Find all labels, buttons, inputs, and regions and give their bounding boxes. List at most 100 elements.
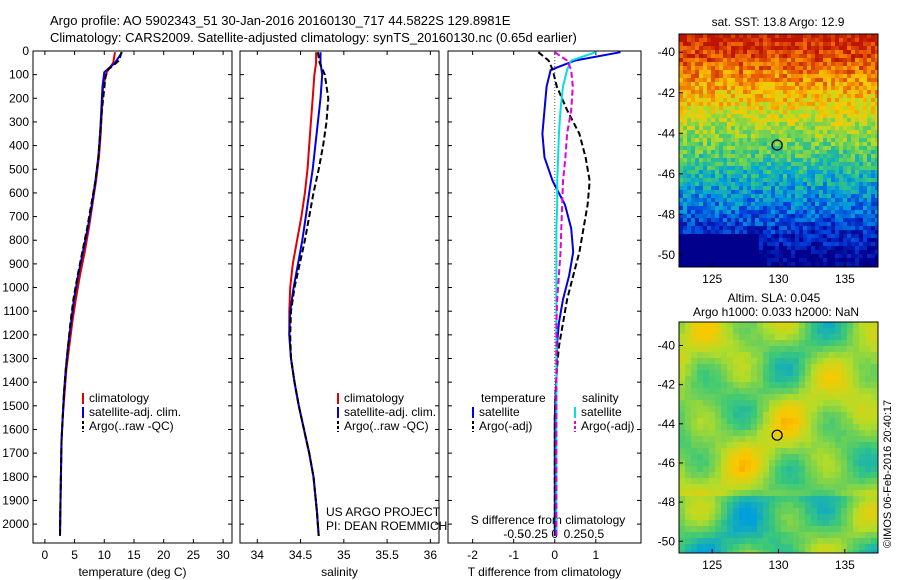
salinity-legend-title: salinity xyxy=(582,391,619,405)
salinity-axes-frame xyxy=(239,50,440,544)
sst_map-ytick-label: -44 xyxy=(658,126,676,140)
sst_map-argo-marker xyxy=(771,139,783,151)
difference-xtick-label: -2 xyxy=(467,548,478,562)
project-annotation: US ARGO PROJECT xyxy=(326,505,441,519)
depth-tick-label: 100 xyxy=(9,68,29,82)
depth-tick-label: 700 xyxy=(9,210,29,224)
depth-tick-label: 1300 xyxy=(2,352,29,366)
sst_map: 125 130 135 -40 -42 -44 -46 -48 -50 sat. SST: 13.… xyxy=(658,15,879,286)
temperature-legend-label: Argo(..raw -QC) xyxy=(89,419,174,433)
sla_map-xtick-label: 130 xyxy=(768,558,788,572)
sst_map-ytick-label: -42 xyxy=(658,86,676,100)
salinity-legend-label: climatology xyxy=(344,391,404,405)
temperature-axes-frame xyxy=(32,50,233,544)
depth-tick-label: 1900 xyxy=(2,493,29,507)
diff-temperature-legend-label: Argo(-adj) xyxy=(479,419,532,433)
imos-credit: ©IMOS 06-Feb-2016 20:40:17 xyxy=(882,400,894,548)
sla_map-ytick-label: -40 xyxy=(658,338,676,352)
pi-annotation: PI: DEAN ROEMMICH xyxy=(326,519,447,533)
depth-tick-label: 600 xyxy=(9,186,29,200)
diff-series-sargoadj xyxy=(554,51,574,536)
temperature-series-argorawqc xyxy=(59,51,123,536)
salinity-diff-xlabel: S difference from climatology xyxy=(471,513,626,527)
salinity-xtick-label: 36 xyxy=(424,548,438,562)
temperature-legend-label: satellite-adj. clim. xyxy=(89,405,181,419)
depth-tick-label: 0 xyxy=(22,44,29,58)
sst_map-xtick-label: 135 xyxy=(835,272,855,286)
depth-tick-label: 1700 xyxy=(2,446,29,460)
temperature-xtick-label: 25 xyxy=(187,548,201,562)
salinity-legend-label: Argo(..raw -QC) xyxy=(344,419,429,433)
difference-xlabel: T difference from climatology xyxy=(468,565,622,579)
depth-tick-label: 900 xyxy=(9,257,29,271)
difference-panel: -2 -1 0 1 T difference from climatology -0.5-… xyxy=(447,50,642,579)
salinity-xtick-label: 34.5 xyxy=(289,548,313,562)
temperature-xtick-label: 15 xyxy=(127,548,141,562)
salinity-diff-tick-label: -0.5 xyxy=(503,527,524,541)
depth-tick-label: 1100 xyxy=(3,304,29,318)
salinity-diff-tick-label: -0.25 xyxy=(521,527,549,541)
sla_map-xtick-label: 135 xyxy=(835,558,855,572)
argo-height-title: Argo h1000: 0.033 h2000: NaN xyxy=(693,305,859,319)
salinity-series-argorawqc xyxy=(289,52,330,536)
depth-tick-label: 2000 xyxy=(2,517,29,531)
sla_map-argo-marker xyxy=(771,429,783,441)
diff-salinity-legend-label: satellite xyxy=(581,405,622,419)
temperature-xtick-label: 0 xyxy=(42,548,49,562)
depth-tick-label: 1600 xyxy=(2,422,29,436)
temperature-xtick-label: 20 xyxy=(157,548,171,562)
sst_map-ytick-label: -50 xyxy=(658,248,676,262)
salinity-xtick-label: 35.5 xyxy=(375,548,399,562)
sla_map-ytick-label: -50 xyxy=(658,534,676,548)
sst_map-ytick-label: -46 xyxy=(658,167,676,181)
depth-tick-label: 200 xyxy=(9,91,29,105)
depth-tick-label: 300 xyxy=(9,115,29,129)
temperature-legend-label: climatology xyxy=(89,391,149,405)
temperature-xtick-label: 30 xyxy=(216,548,230,562)
sla_map: 125 130 135 -40 -42 -44 -46 -48 -50 Altim. SLA: 0… xyxy=(658,291,879,572)
sst_map-pixels xyxy=(679,34,878,267)
sla_map-ytick-label: -42 xyxy=(658,378,676,392)
depth-tick-label: 1000 xyxy=(2,281,29,295)
diff-series-targoadj xyxy=(537,51,591,536)
depth-tick-label: 1500 xyxy=(2,399,29,413)
difference-xtick-label: 1 xyxy=(592,548,599,562)
difference-axes-frame xyxy=(447,50,642,544)
sla_map-pixels xyxy=(679,322,878,553)
sla_map-ytick-label: -46 xyxy=(658,456,676,470)
temperature-panel: 0100200300400500600700800900100011001200… xyxy=(2,44,233,579)
salinity-xtick-label: 34 xyxy=(251,548,265,562)
sst_map-ytick-label: -40 xyxy=(658,45,676,59)
salinity-xtick-label: 35 xyxy=(337,548,351,562)
depth-tick-label: 800 xyxy=(9,233,29,247)
temperature-xtick-label: 5 xyxy=(71,548,78,562)
figure-title-line1: Argo profile: AO 5902343_51 30-Jan-2016 … xyxy=(50,13,511,28)
salinity-legend-label: satellite-adj. clim. xyxy=(344,405,436,419)
diff-salinity-legend-label: Argo(-adj) xyxy=(581,419,634,433)
figure-title-line2: Climatology: CARS2009. Satellite-adjuste… xyxy=(50,30,577,45)
salinity-diff-tick-label: 0.5 xyxy=(587,527,604,541)
sst_map-ytick-label: -48 xyxy=(658,207,676,221)
salinity-panel: 34 34.5 35 35.5 36 salinity climatologysatelli… xyxy=(239,50,447,579)
depth-tick-label: 1800 xyxy=(2,470,29,484)
sst-map-title: sat. SST: 13.8 Argo: 12.9 xyxy=(712,15,845,29)
diff-temperature-legend-label: satellite xyxy=(479,405,520,419)
salinity-series-satelliteadjclim xyxy=(288,52,324,536)
difference-xtick-label: -1 xyxy=(508,548,519,562)
temperature-legend-title: temperature xyxy=(481,391,546,405)
depth-tick-label: 1400 xyxy=(2,375,29,389)
salinity-xlabel: salinity xyxy=(321,565,358,579)
salinity-diff-tick-label: 0.25 xyxy=(564,527,588,541)
sla_map-ytick-label: -48 xyxy=(658,495,676,509)
sst_map-xtick-label: 130 xyxy=(768,272,788,286)
sst_map-xtick-label: 125 xyxy=(702,272,722,286)
difference-xtick-label: 0 xyxy=(551,548,558,562)
temperature-xtick-label: 10 xyxy=(98,548,112,562)
depth-tick-label: 1200 xyxy=(2,328,29,342)
sla-map-title: Altim. SLA: 0.045 xyxy=(728,291,821,305)
temperature-xlabel: temperature (deg C) xyxy=(78,565,186,579)
sla_map-xtick-label: 125 xyxy=(702,558,722,572)
sla_map-ytick-label: -44 xyxy=(658,417,676,431)
depth-tick-label: 400 xyxy=(9,139,29,153)
